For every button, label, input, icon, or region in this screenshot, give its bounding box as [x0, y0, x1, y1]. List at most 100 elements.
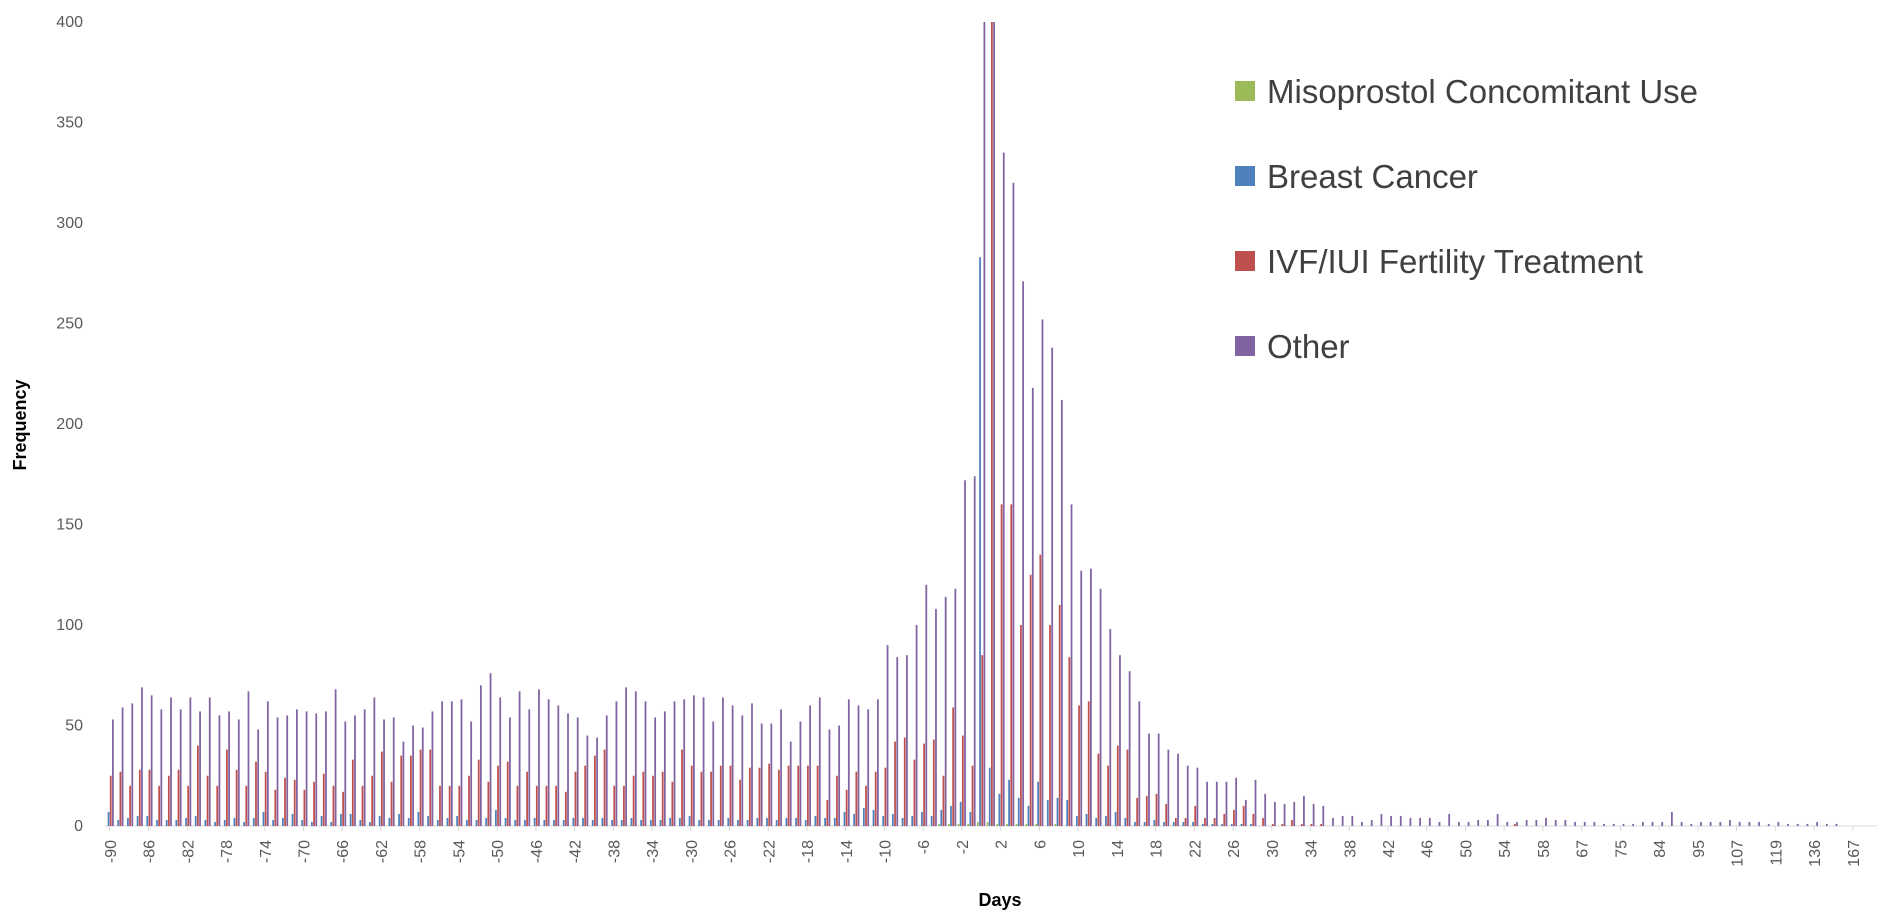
bar [1015, 823, 1018, 826]
bar [644, 701, 647, 826]
bar [553, 819, 555, 826]
x-tick-label: 119 [1768, 840, 1785, 866]
bar [938, 823, 941, 826]
bar [373, 697, 376, 826]
x-tick-label: 95 [1691, 840, 1708, 858]
bar [1049, 625, 1051, 826]
bar [1748, 821, 1751, 826]
bar [957, 823, 960, 826]
bar [605, 715, 608, 826]
bar [170, 697, 172, 826]
bar [671, 781, 674, 826]
bar [1554, 819, 1557, 826]
bar [421, 727, 424, 826]
bar [361, 785, 364, 826]
x-tick-label: 38 [1342, 840, 1359, 858]
x-tick-label: 26 [1226, 840, 1243, 858]
bar [196, 745, 199, 826]
bar [1223, 813, 1226, 826]
bar [1085, 813, 1088, 826]
x-tick-label: 14 [1110, 840, 1127, 858]
bar [807, 765, 809, 826]
bar [582, 817, 584, 826]
x-tick-label: -2 [955, 840, 972, 854]
bar [1225, 781, 1228, 826]
x-tick-label: -58 [413, 840, 430, 863]
bar [1128, 671, 1131, 826]
x-tick-label: -82 [180, 840, 197, 863]
x-tick-label: -34 [645, 840, 662, 863]
bar [857, 705, 860, 826]
bar [1078, 705, 1080, 826]
legend-swatch [1235, 81, 1255, 101]
bar [1700, 821, 1702, 826]
bar [1235, 777, 1238, 826]
bar [390, 781, 393, 826]
bar [1138, 701, 1141, 826]
y-axis: 0 50 100 150 200 250 300 350 400 [56, 14, 83, 835]
bar [625, 687, 627, 826]
bar [129, 785, 131, 826]
legend-item-other: Other [1235, 328, 1350, 365]
bar [669, 817, 672, 826]
bar [112, 719, 114, 826]
legend-item-breast-cancer: Breast Cancer [1235, 158, 1478, 195]
bar [1729, 819, 1731, 826]
x-tick-label: 84 [1652, 840, 1669, 858]
bar [311, 821, 313, 826]
bar [208, 697, 211, 826]
bar [179, 709, 182, 826]
bar [1068, 657, 1071, 826]
bar [1006, 823, 1008, 826]
bar [1370, 819, 1373, 826]
bar [1230, 823, 1233, 826]
bar [344, 721, 347, 826]
bar [712, 721, 715, 826]
bar [252, 817, 255, 826]
bar [567, 713, 569, 826]
bar [1134, 821, 1136, 826]
bar [952, 707, 955, 826]
bar [1273, 801, 1276, 826]
bar [894, 741, 896, 826]
bar [1300, 823, 1303, 826]
bar [729, 765, 732, 826]
bar [167, 775, 170, 826]
bar [363, 709, 366, 826]
bar [1012, 182, 1015, 827]
bar [758, 767, 761, 826]
bar [1010, 504, 1013, 826]
bar [1670, 811, 1673, 826]
bar [739, 779, 742, 826]
bar [766, 817, 768, 826]
bar [1332, 817, 1334, 826]
bar [983, 22, 986, 826]
x-tick-label: -18 [800, 840, 817, 863]
bar [986, 821, 989, 826]
y-tick-label: 100 [56, 617, 83, 634]
bar [979, 257, 981, 826]
bar [378, 815, 381, 826]
bar [150, 695, 153, 826]
bar [489, 673, 492, 826]
bar [737, 819, 739, 826]
bar [526, 771, 528, 826]
bar [1056, 797, 1059, 826]
bar [964, 480, 966, 826]
bar [770, 723, 773, 826]
bar [1000, 504, 1003, 826]
x-tick-label: 10 [1071, 840, 1088, 858]
bar [1438, 821, 1441, 826]
bar [477, 759, 480, 826]
bar [1201, 823, 1204, 826]
bar [818, 697, 821, 826]
bar [661, 771, 664, 826]
y-tick-label: 400 [56, 14, 83, 31]
bar [291, 813, 294, 826]
x-tick-label: -50 [490, 840, 507, 863]
bar [557, 705, 560, 826]
bar [175, 819, 178, 826]
bar [131, 703, 134, 826]
bar [1008, 779, 1010, 826]
bar [136, 815, 139, 826]
